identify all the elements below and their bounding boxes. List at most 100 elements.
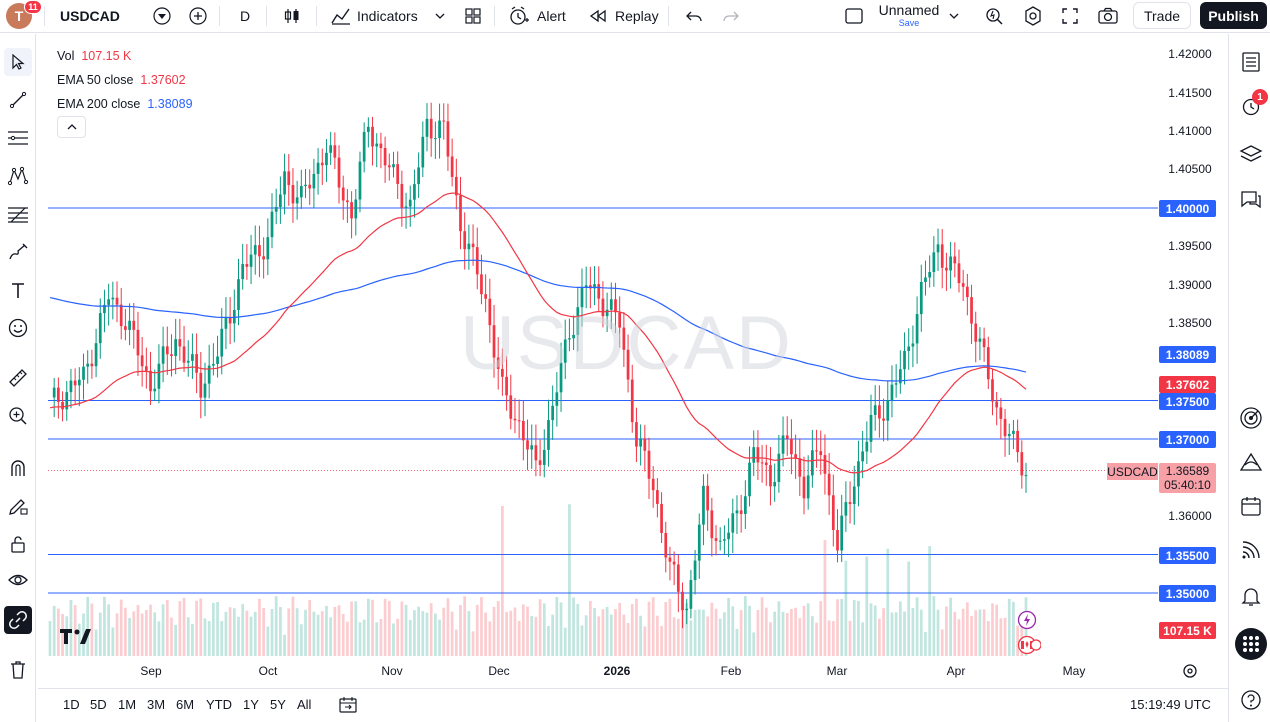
hline-label[interactable]: 1.37500 bbox=[1159, 393, 1216, 410]
indicators-button[interactable]: Indicators bbox=[357, 8, 418, 24]
emoji-icon[interactable] bbox=[4, 314, 32, 342]
symbol-details-icon[interactable] bbox=[152, 0, 172, 32]
bell-icon[interactable] bbox=[1237, 582, 1265, 610]
camera-icon[interactable] bbox=[1097, 0, 1119, 32]
eye-icon[interactable] bbox=[4, 566, 32, 594]
date-range-calendar-icon[interactable] bbox=[338, 696, 358, 719]
hline-label[interactable]: 1.37000 bbox=[1159, 431, 1216, 448]
quick-search-icon[interactable] bbox=[983, 0, 1005, 32]
zoom-in-icon[interactable] bbox=[4, 402, 32, 430]
candle-body bbox=[664, 533, 668, 558]
indicators-icon[interactable] bbox=[330, 0, 352, 32]
tradingview-logo-icon[interactable] bbox=[58, 626, 92, 651]
calendar-icon[interactable] bbox=[1237, 492, 1265, 520]
layers-icon[interactable] bbox=[1237, 140, 1265, 168]
candle-body bbox=[245, 264, 249, 267]
brush-icon[interactable] bbox=[4, 238, 32, 266]
volume-bar bbox=[186, 617, 190, 656]
candle-body bbox=[748, 462, 751, 497]
range-6m[interactable]: 6M bbox=[176, 697, 195, 712]
clock[interactable]: 15:19:49 UTC bbox=[1130, 697, 1211, 712]
volume-bar bbox=[270, 609, 274, 656]
lock-icon[interactable] bbox=[4, 530, 32, 558]
volume-bar bbox=[337, 605, 341, 656]
hline-label[interactable]: 1.40000 bbox=[1159, 200, 1216, 217]
help-icon[interactable] bbox=[1237, 686, 1265, 714]
range-1d[interactable]: 1D bbox=[63, 697, 80, 712]
ruler-icon[interactable] bbox=[4, 364, 32, 392]
fib-retracement-icon[interactable] bbox=[4, 200, 32, 228]
candle-body bbox=[702, 485, 705, 525]
compare-add-icon[interactable] bbox=[188, 0, 208, 32]
signal-icon[interactable] bbox=[1237, 536, 1265, 564]
target-icon[interactable] bbox=[1237, 404, 1265, 432]
range-1m[interactable]: 1M bbox=[118, 697, 137, 712]
volume-bar bbox=[873, 605, 877, 656]
templates-icon[interactable] bbox=[463, 0, 483, 32]
alarm-clock-icon[interactable] bbox=[508, 0, 530, 32]
candle-body bbox=[1007, 433, 1011, 437]
alert-button[interactable]: Alert bbox=[537, 8, 566, 24]
layout-name[interactable]: Unnamed Save bbox=[876, 2, 942, 28]
range-1y[interactable]: 1Y bbox=[243, 697, 259, 712]
trade-button[interactable]: Trade bbox=[1133, 2, 1191, 29]
time-axis-settings-icon[interactable] bbox=[1182, 663, 1198, 684]
ema50-legend[interactable]: EMA 50 close 1.37602 bbox=[57, 68, 193, 92]
range-3m[interactable]: 3M bbox=[147, 697, 166, 712]
replay-icon[interactable] bbox=[588, 0, 608, 32]
apps-grid-icon[interactable] bbox=[1235, 628, 1267, 660]
undo-icon[interactable] bbox=[684, 0, 704, 32]
legend-collapse-button[interactable] bbox=[57, 116, 86, 138]
volume-bar bbox=[69, 600, 73, 656]
candle-body bbox=[417, 167, 420, 185]
price-chart[interactable] bbox=[38, 34, 1226, 686]
trash-icon[interactable] bbox=[4, 656, 32, 684]
pencil-lock-icon[interactable] bbox=[4, 492, 32, 520]
replay-button[interactable]: Replay bbox=[615, 8, 659, 24]
candle-body bbox=[890, 384, 894, 401]
ema200-legend[interactable]: EMA 200 close 1.38089 bbox=[57, 92, 193, 116]
volume-bar bbox=[1016, 625, 1019, 656]
data-window-icon[interactable] bbox=[1237, 448, 1265, 476]
volume-bar bbox=[140, 613, 144, 656]
settings-gear-icon[interactable] bbox=[1022, 0, 1044, 32]
cursor-icon[interactable] bbox=[4, 48, 32, 76]
volume-legend[interactable]: Vol 107.15 K bbox=[57, 44, 193, 68]
candle-body bbox=[882, 418, 885, 421]
candle-body bbox=[421, 136, 425, 168]
candles-icon[interactable] bbox=[282, 0, 302, 32]
interval-button[interactable]: D bbox=[240, 8, 251, 24]
watchlist-icon[interactable] bbox=[1237, 48, 1265, 76]
range-5y[interactable]: 5Y bbox=[270, 697, 286, 712]
range-all[interactable]: All bbox=[297, 697, 312, 712]
horizontal-lines-icon[interactable] bbox=[4, 124, 32, 152]
chart-pane[interactable] bbox=[38, 34, 1226, 686]
volume-bar bbox=[739, 610, 743, 656]
fullscreen-icon[interactable] bbox=[1060, 0, 1080, 32]
canada-flag-icon[interactable] bbox=[1017, 635, 1042, 660]
range-5d[interactable]: 5D bbox=[90, 697, 107, 712]
layout-checkbox-icon[interactable] bbox=[844, 0, 864, 32]
candle-body bbox=[425, 118, 429, 137]
publish-button[interactable]: Publish bbox=[1200, 2, 1267, 29]
redo-icon[interactable] bbox=[721, 0, 741, 32]
chat-icon[interactable] bbox=[1237, 186, 1265, 214]
hline-label[interactable]: 1.35000 bbox=[1159, 585, 1216, 602]
hline-label[interactable]: 1.35500 bbox=[1159, 547, 1216, 564]
candle-body bbox=[262, 256, 265, 260]
symbol-search[interactable]: USDCAD bbox=[60, 8, 120, 24]
alarm-clock-icon[interactable] bbox=[1237, 92, 1265, 120]
link-icon[interactable] bbox=[4, 606, 32, 634]
pattern-icon[interactable] bbox=[4, 162, 32, 190]
trend-line-icon[interactable] bbox=[4, 86, 32, 114]
text-tool-icon[interactable] bbox=[4, 276, 32, 304]
candle-body bbox=[362, 131, 366, 162]
chevron-down-icon[interactable] bbox=[948, 0, 960, 32]
event-flash-icon[interactable] bbox=[1017, 610, 1037, 635]
chevron-down-icon[interactable] bbox=[434, 0, 446, 32]
volume-bar bbox=[216, 602, 219, 656]
magnet-icon[interactable] bbox=[4, 454, 32, 482]
range-ytd[interactable]: YTD bbox=[206, 697, 232, 712]
candle-body bbox=[358, 161, 362, 200]
time-tick: Mar bbox=[826, 664, 848, 678]
